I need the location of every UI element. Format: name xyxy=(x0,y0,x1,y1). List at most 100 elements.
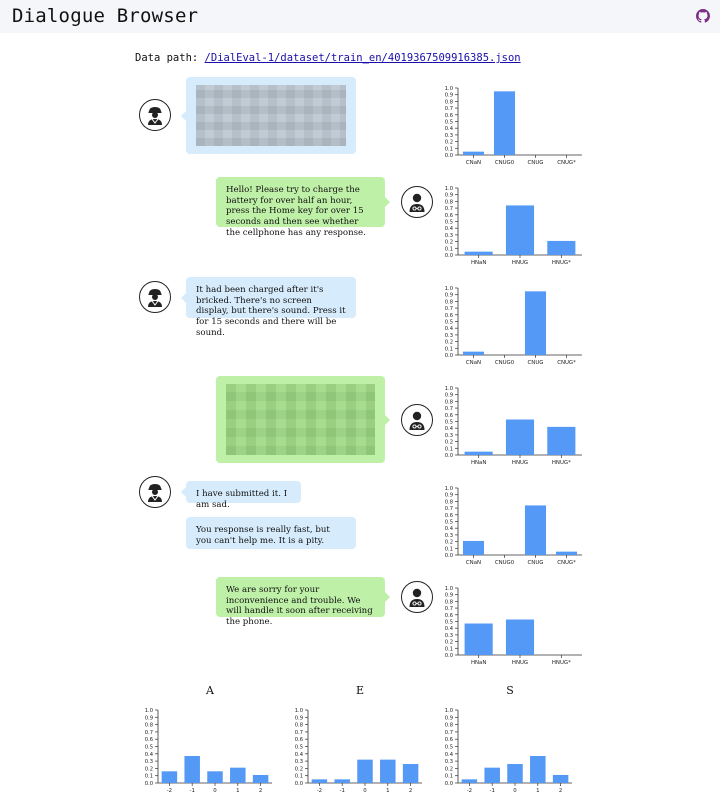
y-tick-label: 0.1 xyxy=(295,774,303,780)
y-tick-label: 0.9 xyxy=(445,193,453,199)
x-tick-label: 2 xyxy=(559,788,562,794)
message-bubble-7: We are sorry for your inconvenience and … xyxy=(216,577,390,627)
x-tick-label: 2 xyxy=(259,788,262,794)
nugget-chart-4: 0.00.10.20.30.40.50.60.70.80.91.0 HNaN HNU… xyxy=(445,386,582,466)
y-tick-label: 0.4 xyxy=(145,752,154,758)
x-tick-label: -1 xyxy=(490,788,495,794)
y-tick-label: 0.4 xyxy=(445,426,454,432)
message-bubble-2: Hello! Please try to charge the battery … xyxy=(216,177,390,238)
y-tick-label: 0.7 xyxy=(445,506,453,512)
x-tick-label: -1 xyxy=(190,788,195,794)
x-tick-label: CNUG xyxy=(528,360,544,366)
y-tick-label: 0.8 xyxy=(445,599,453,605)
x-tick-label: CNUG0 xyxy=(495,360,515,366)
x-tick-label: CNUG* xyxy=(557,160,576,166)
bar xyxy=(505,419,535,455)
y-tick-label: 0.7 xyxy=(445,106,453,112)
helpdesk-icon xyxy=(409,411,425,430)
bar xyxy=(524,291,547,355)
y-tick-label: 0.2 xyxy=(445,766,453,772)
y-tick-label: 0.0 xyxy=(445,253,453,259)
y-tick-label: 0.6 xyxy=(445,313,453,319)
y-tick-label: 0.3 xyxy=(445,333,453,339)
y-tick-label: 0.3 xyxy=(445,433,453,439)
message-text: It had been charged after it's bricked. … xyxy=(196,285,346,338)
x-tick-label: 1 xyxy=(386,788,389,794)
message-bubble-3: It had been charged after it's bricked. … xyxy=(181,277,356,338)
helpdesk-icon xyxy=(409,193,425,212)
x-tick-label: 1 xyxy=(236,788,239,794)
y-tick-label: 0.7 xyxy=(445,406,453,412)
blurred-message xyxy=(226,384,375,455)
nugget-chart-6: 0.00.10.20.30.40.50.60.70.80.91.0 HNaN HNU… xyxy=(445,586,582,666)
y-tick-label: 0.6 xyxy=(145,737,153,743)
y-tick-label: 0.6 xyxy=(445,413,453,419)
helpdesk-icon xyxy=(409,588,425,607)
y-tick-label: 0.5 xyxy=(445,120,453,126)
message-text: Hello! Please try to charge the battery … xyxy=(226,185,366,238)
y-tick-label: 0.4 xyxy=(445,626,454,632)
blurred-message xyxy=(196,85,346,146)
y-tick-label: 0.9 xyxy=(445,93,453,99)
message-bubble-6: You response is really fast, but you can… xyxy=(186,517,356,549)
y-tick-label: 0.8 xyxy=(445,99,453,105)
x-tick-label: 0 xyxy=(513,788,517,794)
y-tick-label: 0.4 xyxy=(445,126,454,132)
customer-icon xyxy=(148,484,162,502)
bar xyxy=(505,205,535,255)
bar xyxy=(493,91,516,155)
y-tick-label: 0.3 xyxy=(295,759,303,765)
data-path-link[interactable]: /DialEval-1/dataset/train_en/40193675099… xyxy=(204,52,521,64)
y-tick-label: 0.3 xyxy=(445,233,453,239)
customer-avatar xyxy=(139,99,171,131)
nugget-chart-2: 0.00.10.20.30.40.50.60.70.80.91.0 HNaN HNU… xyxy=(445,186,582,266)
bar xyxy=(461,779,478,783)
nugget-chart-3: 0.00.10.20.30.40.50.60.70.80.91.0 CNaN CNU… xyxy=(445,286,582,366)
message-bubble-1 xyxy=(181,77,356,154)
y-tick-label: 0.7 xyxy=(445,206,453,212)
data-path-label: Data path: xyxy=(135,52,199,64)
x-tick-label: HNaN xyxy=(471,660,486,666)
x-tick-label: HNUG xyxy=(512,460,528,466)
x-tick-label: -1 xyxy=(340,788,345,794)
y-tick-label: 0.9 xyxy=(445,593,453,599)
y-tick-label: 0.8 xyxy=(445,199,453,205)
y-tick-label: 0.2 xyxy=(445,440,453,446)
y-tick-label: 0.4 xyxy=(445,752,454,758)
x-tick-label: -2 xyxy=(167,788,172,794)
y-tick-label: 1.0 xyxy=(445,486,453,492)
customer-avatar xyxy=(139,476,171,508)
bar xyxy=(552,774,569,783)
x-tick-label: HNUG* xyxy=(552,260,571,266)
y-tick-label: 0.5 xyxy=(445,320,453,326)
app-title: Dialogue Browser xyxy=(12,5,199,27)
y-tick-label: 0.5 xyxy=(445,520,453,526)
bar xyxy=(547,426,576,455)
y-tick-label: 0.5 xyxy=(445,745,453,751)
x-tick-label: CNUG0 xyxy=(495,560,515,566)
bar xyxy=(462,151,485,155)
y-tick-label: 0.8 xyxy=(445,499,453,505)
y-tick-label: 0.4 xyxy=(445,526,454,532)
github-icon[interactable] xyxy=(696,9,710,23)
quality-chart-s: 0.00.1 0.20.30.40.5 0.60.70.8 0.91.0 -2 -1 0 1 2 xyxy=(445,708,572,794)
x-tick-label: HNUG* xyxy=(552,460,571,466)
message-bubble-5: I have submitted it. I am sad. xyxy=(181,481,301,510)
helpdesk-avatar xyxy=(401,581,433,613)
y-tick-label: 0.3 xyxy=(445,759,453,765)
y-tick-label: 0.9 xyxy=(445,393,453,399)
y-tick-label: 0.2 xyxy=(145,766,153,772)
y-tick-label: 0.3 xyxy=(445,133,453,139)
bar xyxy=(484,767,500,783)
bar xyxy=(507,764,523,783)
helpdesk-avatar xyxy=(401,186,433,218)
y-tick-label: 0.1 xyxy=(445,646,453,652)
y-tick-label: 0.5 xyxy=(445,420,453,426)
bar xyxy=(357,759,373,783)
y-tick-label: 0.8 xyxy=(295,723,303,729)
y-tick-label: 0.2 xyxy=(445,240,453,246)
y-tick-label: 1.0 xyxy=(445,186,453,192)
top-bar: Dialogue Browser xyxy=(0,0,720,33)
bar xyxy=(207,771,223,783)
x-tick-label: HNaN xyxy=(471,460,486,466)
